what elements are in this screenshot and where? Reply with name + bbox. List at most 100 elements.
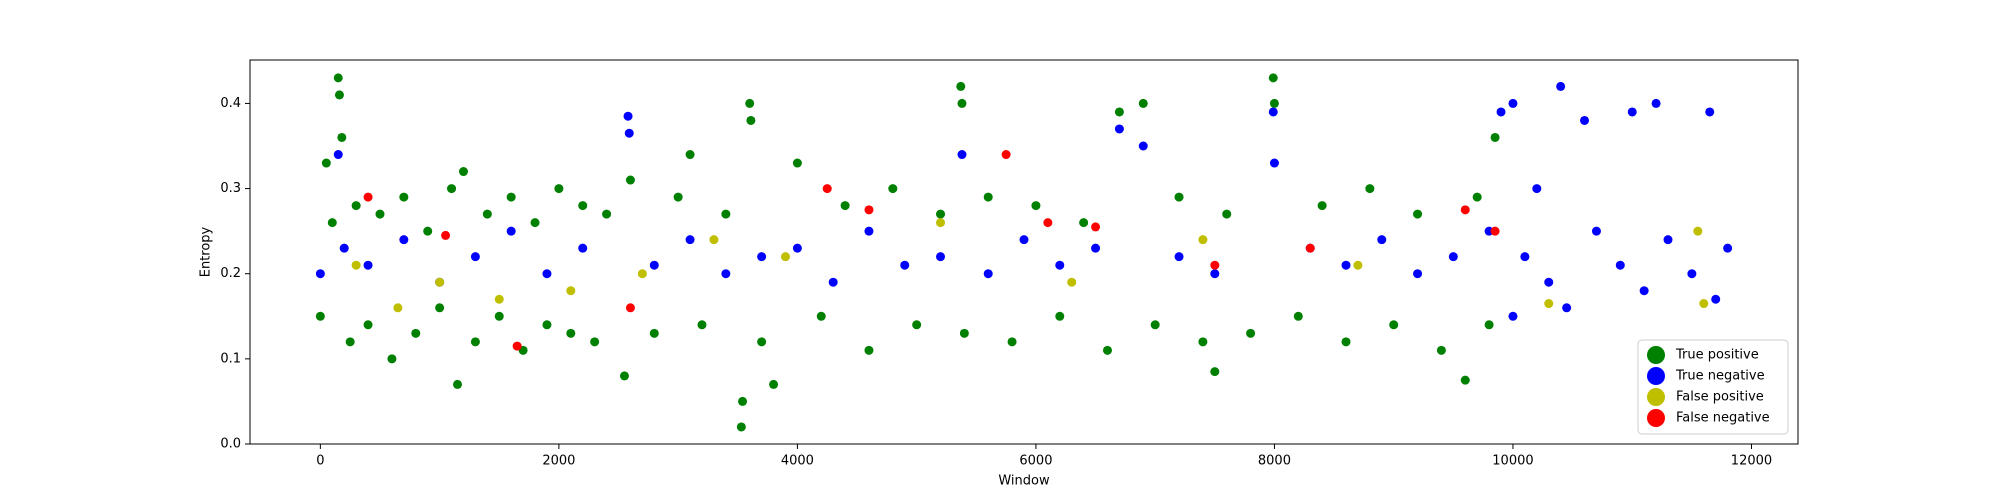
- legend-label: True negative: [1675, 369, 1765, 384]
- point: [1055, 311, 1065, 321]
- point: [736, 422, 746, 432]
- point: [959, 328, 969, 338]
- point: [1699, 299, 1709, 309]
- point: [494, 311, 504, 321]
- point: [602, 209, 612, 219]
- legend-marker: [1647, 346, 1665, 364]
- point: [912, 320, 922, 330]
- point: [1580, 115, 1590, 125]
- x-tick-label: 0: [316, 454, 324, 469]
- point: [900, 260, 910, 270]
- point: [697, 320, 707, 330]
- point: [1413, 209, 1423, 219]
- point: [321, 158, 331, 168]
- plot-frame: [249, 59, 1799, 445]
- point: [1341, 337, 1351, 347]
- point: [1268, 107, 1278, 117]
- legend-label: True positive: [1675, 348, 1759, 363]
- point: [1210, 260, 1220, 270]
- point: [864, 205, 874, 215]
- point: [1448, 252, 1458, 262]
- point: [566, 328, 576, 338]
- point: [637, 269, 647, 279]
- y-axis-label: Entropy: [199, 226, 214, 277]
- legend-label: False negative: [1676, 411, 1770, 426]
- point: [1490, 226, 1500, 236]
- point: [1174, 252, 1184, 262]
- point: [1067, 277, 1077, 287]
- point: [709, 235, 719, 245]
- point: [351, 201, 361, 211]
- point: [363, 320, 373, 330]
- y-tick-label: 0.1: [220, 351, 241, 366]
- point: [623, 111, 633, 121]
- point: [578, 243, 588, 253]
- point: [1102, 345, 1112, 355]
- point: [1138, 141, 1148, 151]
- point: [1341, 260, 1351, 270]
- point: [315, 269, 325, 279]
- point: [458, 167, 468, 177]
- point: [387, 354, 397, 364]
- point: [1353, 260, 1363, 270]
- point: [399, 235, 409, 245]
- point: [1222, 209, 1232, 219]
- point: [1591, 226, 1601, 236]
- point: [1150, 320, 1160, 330]
- point: [447, 184, 457, 194]
- point: [780, 252, 790, 262]
- point: [936, 209, 946, 219]
- point: [673, 192, 683, 202]
- point: [864, 345, 874, 355]
- point: [1651, 98, 1661, 108]
- point: [746, 115, 756, 125]
- point: [363, 260, 373, 270]
- point: [345, 337, 355, 347]
- point: [315, 311, 325, 321]
- point: [470, 337, 480, 347]
- point: [738, 396, 748, 406]
- point: [1091, 243, 1101, 253]
- point: [1138, 98, 1148, 108]
- point: [494, 294, 504, 304]
- point: [1615, 260, 1625, 270]
- point: [453, 379, 463, 389]
- point: [757, 337, 767, 347]
- point: [1210, 367, 1220, 377]
- point: [1556, 81, 1566, 91]
- point: [1639, 286, 1649, 296]
- point: [792, 158, 802, 168]
- point: [1114, 107, 1124, 117]
- point: [1043, 218, 1053, 228]
- legend-box: [1637, 339, 1789, 435]
- point: [339, 243, 349, 253]
- x-axis-label: Window: [998, 474, 1050, 489]
- y-tick-label: 0.2: [220, 266, 241, 281]
- point: [1365, 184, 1375, 194]
- point: [1508, 311, 1518, 321]
- x-tick-label: 2000: [542, 454, 575, 469]
- point: [828, 277, 838, 287]
- point: [578, 201, 588, 211]
- x-tick-label: 4000: [781, 454, 814, 469]
- point: [470, 252, 480, 262]
- point: [1705, 107, 1715, 117]
- point: [1562, 303, 1572, 313]
- x-tick-label: 12000: [1731, 454, 1772, 469]
- point: [333, 73, 343, 83]
- point: [1544, 277, 1554, 287]
- point: [1687, 269, 1697, 279]
- point: [1508, 98, 1518, 108]
- point: [816, 311, 826, 321]
- point: [1174, 192, 1184, 202]
- point: [375, 209, 385, 219]
- point: [685, 235, 695, 245]
- point: [337, 132, 347, 142]
- point: [1001, 150, 1011, 160]
- point: [864, 226, 874, 236]
- y-tick-label: 0.0: [220, 437, 241, 452]
- point: [619, 371, 629, 381]
- point: [1663, 235, 1673, 245]
- point: [1114, 124, 1124, 134]
